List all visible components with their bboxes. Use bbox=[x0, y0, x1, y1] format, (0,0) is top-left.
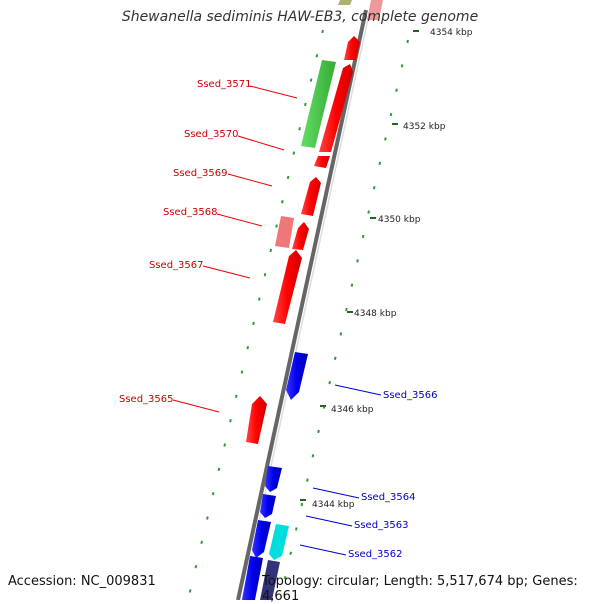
scale-label-4352: 4352 kbp bbox=[403, 122, 446, 132]
gene-block-ssed-3564a bbox=[265, 466, 282, 492]
reverse-leader-lines bbox=[172, 85, 298, 413]
gene-partial-top-olive bbox=[338, 0, 352, 5]
gene-label-ssed-3564[interactable]: Ssed_3564 bbox=[361, 492, 416, 503]
gene-block-ssed-3565 bbox=[246, 396, 267, 444]
gene-label-ssed-3570[interactable]: Ssed_3570 bbox=[184, 129, 239, 140]
gene-block-ssed-3568 bbox=[275, 216, 294, 248]
gene-block-ssed-3567 bbox=[273, 250, 302, 324]
map-title: Shewanella sediminis HAW-EB3, complete g… bbox=[121, 9, 479, 25]
gene-block-ssed-3568b bbox=[292, 222, 309, 250]
gene-block-ssed-3570 bbox=[314, 156, 330, 168]
scale-label-4354: 4354 kbp bbox=[430, 28, 473, 38]
scale-ticks bbox=[300, 30, 419, 501]
gene-block-top bbox=[344, 36, 360, 60]
gene-label-ssed-3562[interactable]: Ssed_3562 bbox=[348, 549, 403, 560]
gene-block-ssed-3569 bbox=[301, 177, 321, 216]
gene-block-bottom-a bbox=[242, 556, 263, 600]
gene-block-ssed-3563 bbox=[252, 520, 271, 558]
gene-label-ssed-3565[interactable]: Ssed_3565 bbox=[119, 394, 174, 405]
gene-block-green bbox=[301, 60, 336, 148]
gene-label-ssed-3571[interactable]: Ssed_3571 bbox=[197, 79, 252, 90]
scale-label-4348: 4348 kbp bbox=[354, 309, 397, 319]
scale-label-4350: 4350 kbp bbox=[378, 215, 421, 225]
gene-block-ssed-3564b bbox=[260, 494, 276, 518]
gene-block-ssed-3571 bbox=[319, 64, 353, 152]
scale-label-4344: 4344 kbp bbox=[312, 500, 355, 510]
gene-label-ssed-3569[interactable]: Ssed_3569 bbox=[173, 168, 228, 179]
gene-block-ssed-3562 bbox=[269, 524, 289, 560]
accession-label: Accession: NC_009831 bbox=[8, 574, 156, 589]
gene-block-ssed-3566 bbox=[286, 352, 308, 400]
gene-label-ssed-3567[interactable]: Ssed_3567 bbox=[149, 260, 204, 271]
gene-label-ssed-3566[interactable]: Ssed_3566 bbox=[383, 390, 438, 401]
genome-backbone bbox=[236, 9, 368, 600]
gene-label-ssed-3568[interactable]: Ssed_3568 bbox=[163, 207, 218, 218]
scale-label-4346: 4346 kbp bbox=[331, 405, 374, 415]
gene-label-ssed-3563[interactable]: Ssed_3563 bbox=[354, 520, 409, 531]
gene-block-bottom-b bbox=[260, 560, 280, 600]
gene-partial-top-pink bbox=[367, 0, 383, 20]
forward-leader-lines bbox=[299, 384, 382, 556]
